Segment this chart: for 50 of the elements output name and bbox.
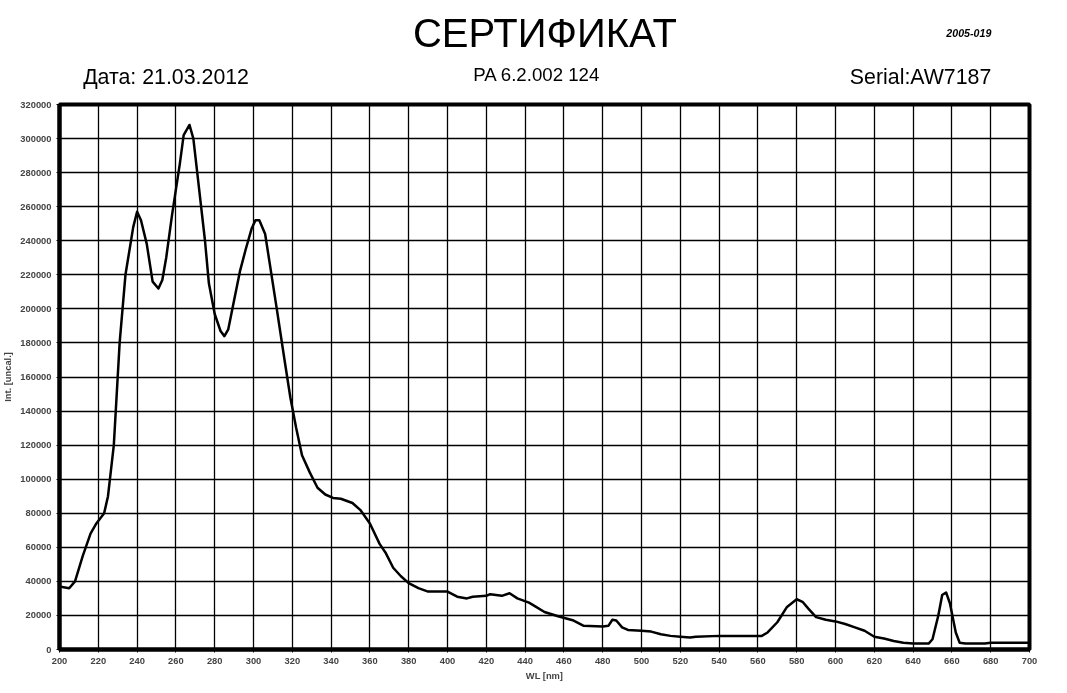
- x-tick-label: 380: [400, 655, 417, 666]
- y-tick-label: 180000: [20, 337, 52, 348]
- x-tick-label: 460: [556, 655, 572, 666]
- x-tick-label: 480: [594, 655, 611, 666]
- y-tick-label: 60000: [25, 542, 52, 553]
- y-tick-label: 120000: [20, 440, 52, 451]
- y-tick-label: 220000: [20, 269, 52, 280]
- y-tick-label: 200000: [20, 303, 52, 314]
- x-tick-label: 560: [750, 655, 766, 666]
- x-tick-label: 700: [1021, 655, 1038, 666]
- y-tick-label: 40000: [25, 576, 52, 587]
- text: 2005-019: [945, 26, 992, 39]
- x-axis-title: WL [nm]: [525, 670, 563, 681]
- y-tick-label: 140000: [20, 406, 52, 417]
- x-tick-label: 660: [944, 655, 960, 666]
- y-tick-label: 260000: [20, 201, 52, 212]
- y-tick-label: 100000: [20, 474, 52, 485]
- x-tick-label: 600: [827, 655, 844, 666]
- x-tick-label: 520: [672, 655, 689, 666]
- text: Serial:AW7187: [849, 64, 992, 89]
- x-tick-label: 440: [517, 655, 533, 666]
- y-axis-title: Int. [uncal.]: [3, 352, 14, 402]
- x-tick-label: 360: [362, 655, 378, 666]
- y-tick-label: 0: [46, 644, 52, 655]
- y-tick-label: 80000: [25, 508, 52, 519]
- x-tick-label: 260: [168, 655, 184, 666]
- x-tick-label: 200: [51, 655, 68, 666]
- x-tick-label: 620: [866, 655, 883, 666]
- x-tick-label: 640: [905, 655, 921, 666]
- y-tick-label: 300000: [20, 133, 52, 144]
- text: PA 6.2.002 124: [473, 63, 600, 85]
- x-tick-label: 320: [284, 655, 301, 666]
- y-tick-label: 280000: [20, 167, 52, 178]
- y-tick-label: 240000: [20, 235, 52, 246]
- chart-title: СЕРТИФИКАТ: [412, 10, 678, 55]
- y-tick-label: 160000: [20, 372, 52, 382]
- y-tick-label: 320000: [20, 99, 52, 110]
- x-tick-label: 680: [982, 655, 999, 666]
- x-tick-label: 220: [90, 655, 107, 666]
- x-tick-label: 340: [323, 655, 339, 666]
- x-tick-label: 420: [478, 655, 495, 666]
- x-tick-label: 400: [439, 655, 456, 666]
- x-tick-label: 500: [633, 655, 650, 666]
- x-tick-label: 280: [206, 655, 223, 666]
- x-tick-label: 580: [788, 655, 805, 666]
- y-tick-label: 20000: [25, 610, 52, 621]
- x-tick-label: 300: [245, 655, 262, 666]
- x-tick-label: 240: [129, 655, 145, 666]
- text: Дата: 21.03.2012: [83, 64, 249, 89]
- x-tick-label: 540: [711, 655, 727, 666]
